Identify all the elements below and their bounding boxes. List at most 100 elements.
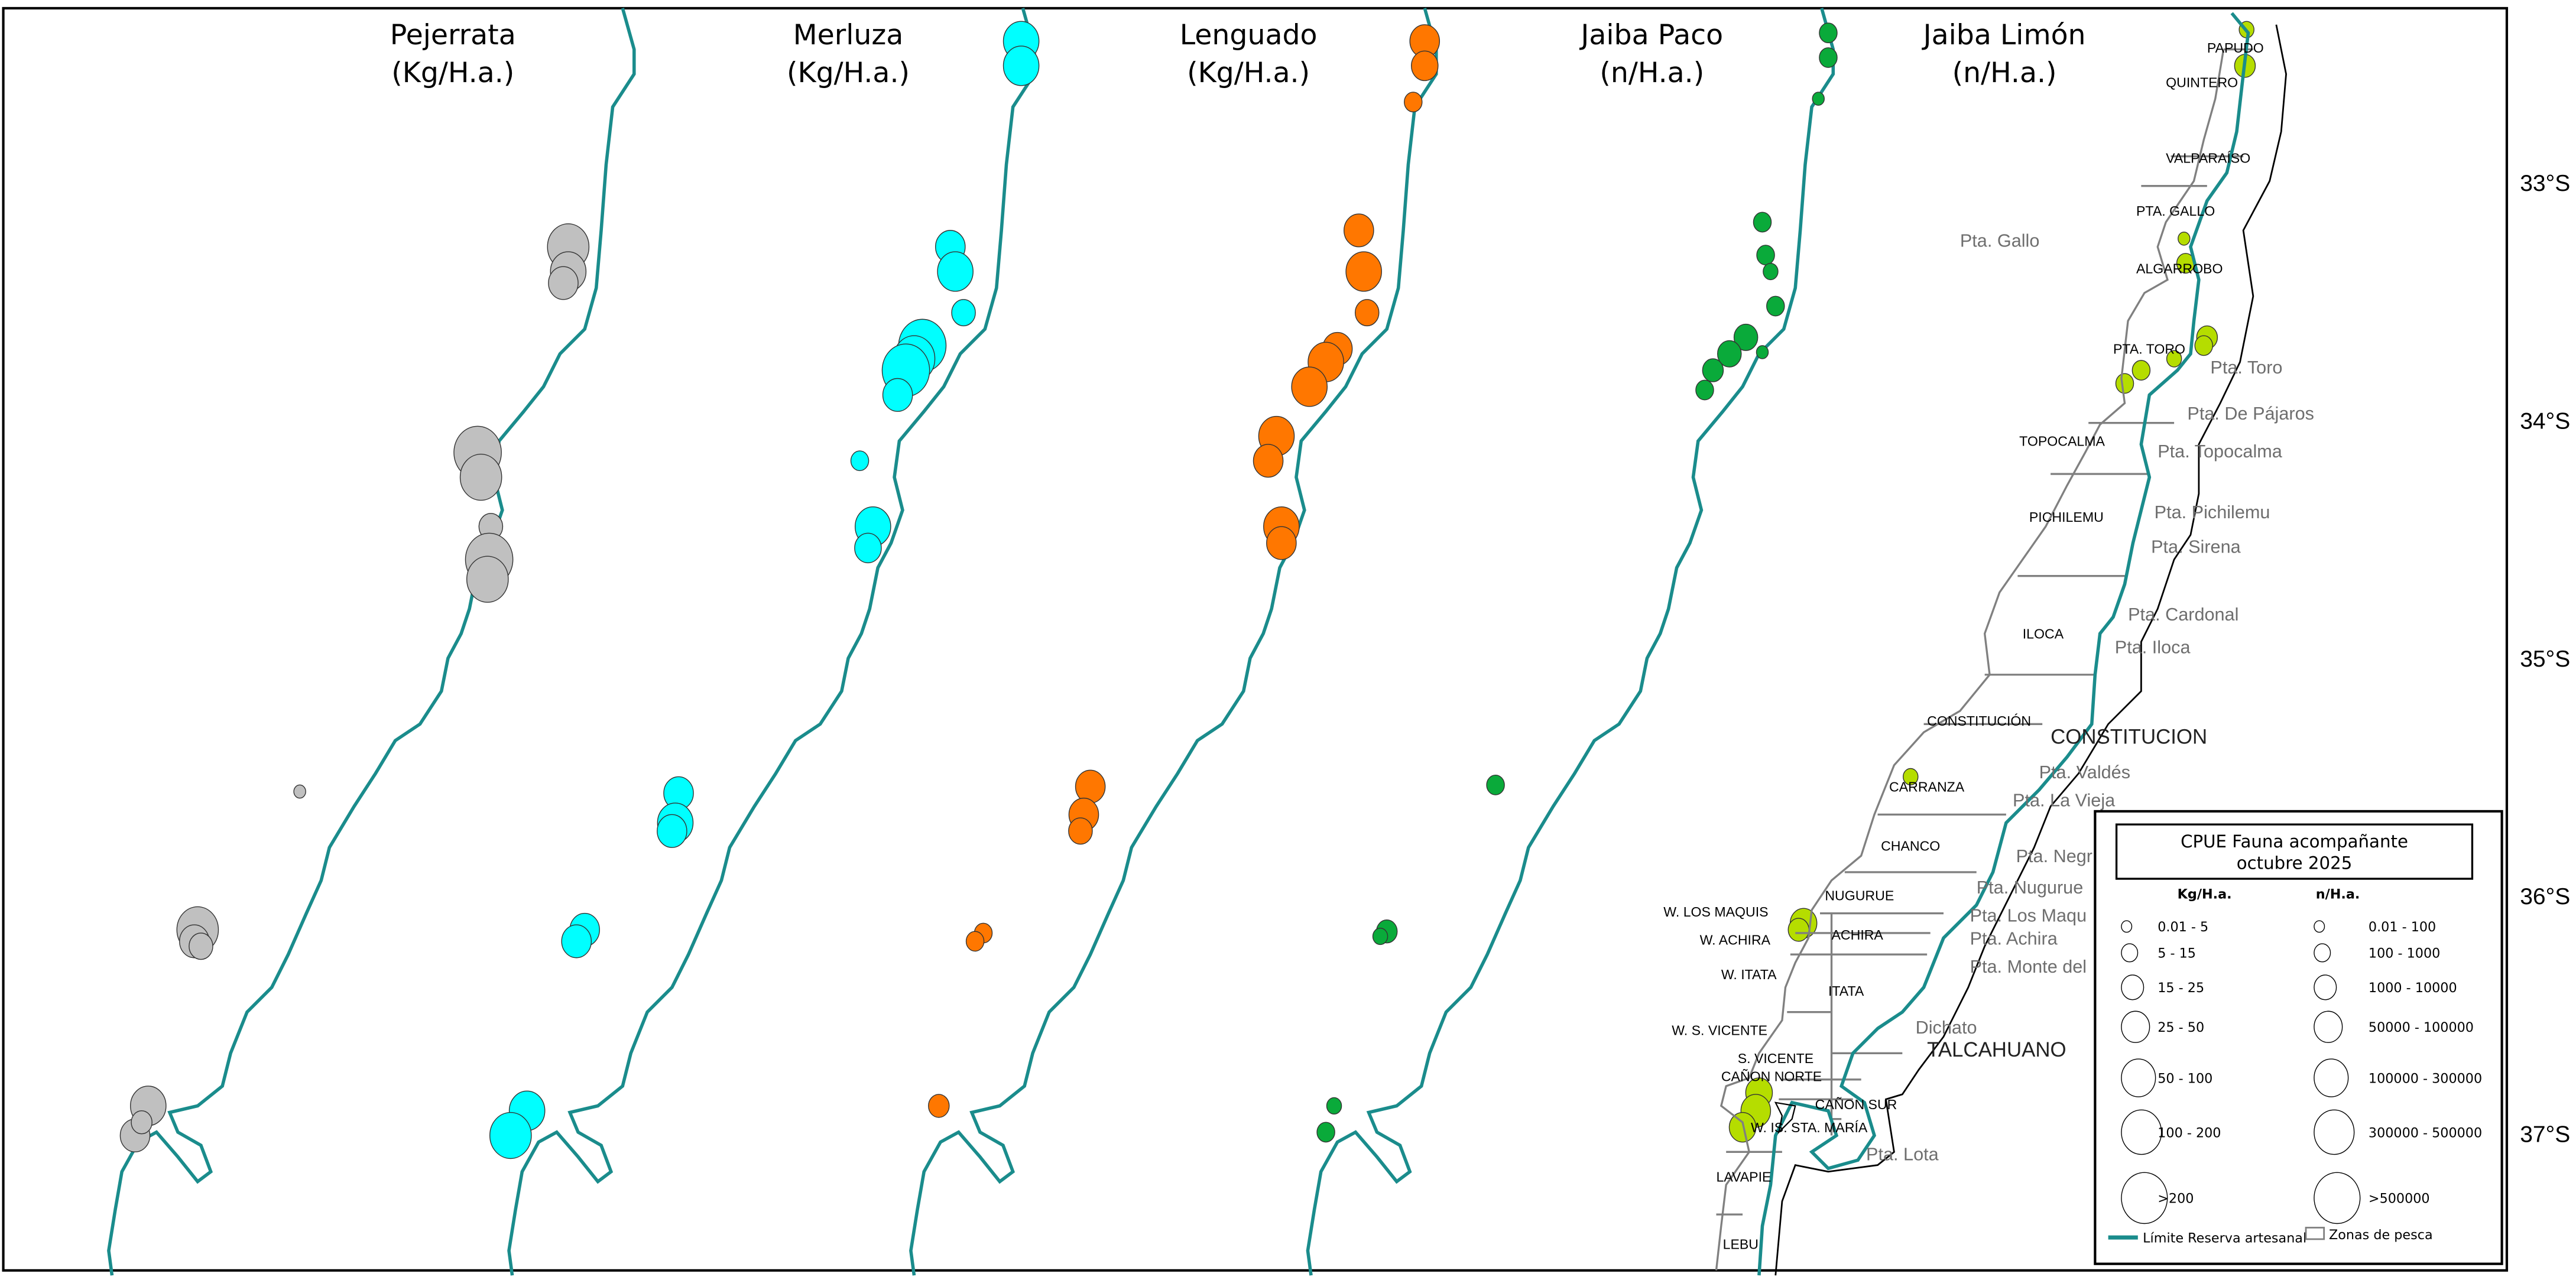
cpue-bubble bbox=[131, 1110, 153, 1135]
panel-unit: (Kg/H.a.) bbox=[1187, 57, 1310, 89]
zone-label: TOPOCALMA bbox=[2019, 434, 2105, 449]
city-label: TALCAHUANO bbox=[1927, 1038, 2066, 1061]
panel-title: Jaiba Paco bbox=[1579, 19, 1723, 51]
cpue-bubble bbox=[489, 1112, 532, 1159]
cpue-bubble bbox=[1733, 323, 1759, 351]
zone-label: S. VICENTE bbox=[1738, 1051, 1813, 1066]
legend: CPUE Fauna acompañante octubre 2025 Kg/H… bbox=[2094, 810, 2503, 1265]
place-label: Pta. Achira bbox=[1970, 928, 2058, 948]
cpue-bubble bbox=[951, 299, 976, 327]
cpue-bubble bbox=[1717, 340, 1742, 368]
legend-kg-circle bbox=[2121, 1109, 2162, 1155]
panel-title: Pejerrata bbox=[390, 19, 516, 51]
cpue-bubble bbox=[561, 924, 592, 958]
legend-reserve-label: Límite Reserva artesanal bbox=[2143, 1231, 2306, 1246]
cpue-bubble bbox=[1763, 262, 1779, 281]
santa-maria-island bbox=[1774, 1101, 1796, 1135]
latitude-label: 33°S bbox=[2520, 171, 2570, 196]
place-label: Pta. Los Maqu bbox=[1970, 905, 2087, 925]
cpue-bubble bbox=[1345, 251, 1382, 292]
cpue-bubble bbox=[1354, 299, 1380, 327]
cpue-bubble bbox=[928, 1094, 950, 1118]
place-label: Pta. Monte del bbox=[1970, 957, 2087, 977]
place-label: Pta. Topocalma bbox=[2158, 441, 2283, 462]
reserve-limit-line bbox=[107, 8, 636, 1276]
zone-label: PICHILEMU bbox=[2029, 509, 2104, 525]
latitude-label: 35°S bbox=[2520, 646, 2570, 672]
legend-kg-circle bbox=[2121, 974, 2144, 1000]
cpue-bubble bbox=[1068, 817, 1093, 845]
legend-box bbox=[2094, 810, 2503, 1265]
cpue-bubble bbox=[1753, 212, 1772, 233]
zone-label: ALGARROBO bbox=[2136, 261, 2223, 276]
cpue-bubble bbox=[1486, 774, 1505, 795]
panel-unit: (Kg/H.a.) bbox=[391, 57, 514, 89]
zone-label: CARRANZA bbox=[1889, 779, 1965, 794]
zone-label: W. ACHIRA bbox=[1700, 932, 1771, 947]
zone-label: CHANCO bbox=[1881, 839, 1940, 854]
cpue-bubble bbox=[293, 784, 306, 799]
cpue-bubble bbox=[1819, 22, 1838, 44]
latitude-labels: 33°S 34°S 35°S 36°S 37°S bbox=[2520, 171, 2570, 1148]
cpue-bubble bbox=[854, 532, 882, 564]
place-label: Pta. Gallo bbox=[1960, 231, 2040, 251]
legend-zones-label: Zonas de pesca bbox=[2329, 1227, 2433, 1243]
zone-label: PTA. TORO bbox=[2113, 342, 2185, 357]
legend-n-circle bbox=[2314, 1010, 2343, 1043]
legend-title: CPUE Fauna acompañante bbox=[2181, 831, 2408, 852]
legend-kg-label: 5 - 15 bbox=[2158, 946, 2196, 961]
cpue-bubble bbox=[1253, 444, 1284, 478]
place-label: Dichato bbox=[1916, 1018, 1977, 1038]
legend-n-header: n/H.a. bbox=[2316, 887, 2360, 902]
latitude-label: 36°S bbox=[2520, 884, 2570, 909]
place-label: Pta. La Vieja bbox=[2013, 791, 2116, 811]
fishing-zones-outline bbox=[1715, 48, 2253, 1271]
map-frame bbox=[2, 7, 2509, 1272]
reserve-limit-line bbox=[909, 8, 1438, 1276]
reference-map bbox=[1715, 12, 2287, 1276]
zone-label: CAÑON NORTE bbox=[1721, 1069, 1822, 1084]
cpue-bubble bbox=[466, 555, 509, 603]
zone-label: NUGURUE bbox=[1825, 888, 1894, 903]
panel-jaiba-paco: Jaiba Paco (n/H.a.) bbox=[1306, 8, 1838, 1276]
cpue-bubble bbox=[1344, 213, 1374, 248]
legend-kg-circle bbox=[2121, 1058, 2156, 1097]
legend-kg-label: 15 - 25 bbox=[2158, 980, 2204, 996]
latitude-label: 37°S bbox=[2520, 1122, 2570, 1148]
cpue-bubble bbox=[2166, 350, 2182, 368]
cpue-bubble bbox=[1903, 768, 1919, 786]
cpue-bubble bbox=[1787, 918, 1810, 942]
panel-unit: (n/H.a.) bbox=[1600, 57, 1704, 89]
legend-kg-label: 50 - 100 bbox=[2158, 1071, 2212, 1086]
legend-kg-label: 100 - 200 bbox=[2158, 1125, 2221, 1140]
legend-kg-circle bbox=[2121, 1172, 2168, 1224]
legend-n-circle bbox=[2314, 1109, 2355, 1155]
panel-lenguado: Lenguado (Kg/H.a.) bbox=[909, 8, 1441, 1276]
place-label: Pta. Toro bbox=[2210, 358, 2282, 378]
cpue-bubble bbox=[1756, 345, 1769, 359]
cpue-bubble bbox=[1819, 47, 1838, 68]
zone-label: ILOCA bbox=[2023, 626, 2064, 642]
panel-title: Jaiba Limón bbox=[1922, 19, 2086, 51]
zone-label: LEBU bbox=[1723, 1237, 1759, 1252]
cpue-bubble bbox=[1766, 295, 1785, 317]
legend-kg-label: 25 - 50 bbox=[2158, 1020, 2204, 1035]
zone-label: LAVAPIE bbox=[1716, 1169, 1771, 1184]
legend-n-circle bbox=[2314, 974, 2337, 1000]
panel-unit: (Kg/H.a.) bbox=[787, 57, 910, 89]
cpue-bubble bbox=[1702, 358, 1724, 382]
cpue-bubble bbox=[189, 932, 213, 960]
legend-n-label: 100 - 1000 bbox=[2369, 946, 2440, 961]
place-label: Pta. Pichilemu bbox=[2155, 502, 2270, 522]
panel-title: Merluza bbox=[793, 19, 904, 51]
zone-label: W. ITATA bbox=[1721, 967, 1777, 982]
cpue-bubble bbox=[1075, 769, 1106, 804]
zone-label: W. S. VICENTE bbox=[1672, 1023, 1767, 1038]
place-label: Pta. Iloca bbox=[2115, 638, 2191, 658]
legend-subtitle: octubre 2025 bbox=[2237, 853, 2353, 873]
legend-n-label: 300000 - 500000 bbox=[2369, 1125, 2482, 1140]
cpue-bubble bbox=[965, 931, 985, 952]
cpue-bubble bbox=[1003, 46, 1040, 86]
legend-n-circle bbox=[2314, 1058, 2349, 1097]
panel-merluza: Merluza (Kg/H.a.) bbox=[489, 8, 1040, 1276]
